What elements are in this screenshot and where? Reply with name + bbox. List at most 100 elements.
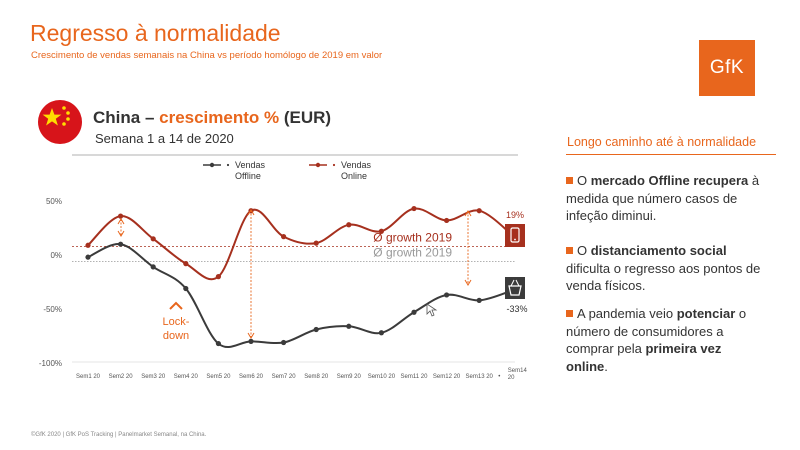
data-point [150, 264, 156, 270]
chart-title: China – crescimento % (EUR) [93, 108, 331, 128]
data-point [313, 326, 319, 333]
data-point [183, 285, 189, 292]
data-point [444, 217, 450, 224]
x-tick-label: Sem5 20 [206, 374, 231, 380]
side-panel-heading: Longo caminho até à normalidade [567, 135, 757, 149]
chart-series [85, 205, 515, 348]
arrow-head-icon [464, 210, 472, 217]
side-panel-divider [566, 154, 776, 155]
end-label-online: 19% [506, 210, 524, 220]
line-chart: Vendas Offline Vendas Online 50% 0% -50% -100%… [39, 154, 528, 381]
point-text: O [577, 173, 591, 188]
data-point [248, 338, 254, 344]
x-tick-label: Sem4 20 [174, 374, 199, 380]
data-point [313, 240, 319, 246]
data-point [346, 222, 352, 228]
data-point [281, 234, 287, 240]
slide-subtitle: Crescimento de vendas semanais na China … [31, 50, 383, 61]
x-tick-label: Sem8 20 [304, 374, 329, 380]
data-point [476, 208, 482, 214]
point-bold: distanciamento social [590, 243, 727, 258]
data-point [476, 297, 482, 303]
end-label-offline: -33% [506, 304, 527, 314]
data-point [85, 254, 91, 260]
x-tick-label: Sem9 20 [337, 374, 362, 380]
side-point-1: O mercado Offline recupera à medida que … [566, 172, 766, 225]
lockdown-label: Lock- [163, 316, 190, 328]
chart-annotations: Lock-down 19% -33% [117, 209, 528, 342]
chart-week-range: Semana 1 a 14 de 2020 [95, 131, 234, 146]
arrow-head-icon [247, 209, 255, 216]
legend-bullet [226, 163, 230, 167]
data-point [118, 241, 124, 247]
bullet-icon [566, 310, 573, 317]
point-bold: mercado Offline recupera [590, 173, 749, 188]
bullet-icon [566, 177, 573, 184]
series-line-online [87, 207, 513, 281]
x-tick-label: Sem3 20 [141, 374, 166, 380]
arrow-head-icon [464, 279, 472, 286]
data-point [215, 340, 221, 347]
arrow-head-icon [117, 230, 125, 237]
x-tick-label: Sem6 20 [239, 374, 264, 380]
data-point [183, 261, 189, 267]
data-point [281, 339, 287, 346]
legend-bullet [332, 163, 336, 167]
gfk-logo: GfK [699, 40, 755, 96]
y-axis: 50% 0% -50% -100% [39, 197, 62, 368]
data-point [215, 274, 221, 280]
x-tick-label: Sem1 20 [76, 374, 101, 380]
logo-text: GfK [709, 57, 745, 78]
data-point [411, 309, 417, 315]
y-tick-label: -100% [39, 359, 62, 368]
point-bold: primeira vez online [566, 341, 722, 374]
footer-source: ©GfK 2020 | GfK PoS Tracking | Panelmark… [31, 432, 207, 438]
data-point [444, 292, 450, 298]
x-tick-label: Sem11 20 [401, 374, 429, 380]
x-tick-label: Sem7 20 [272, 374, 297, 380]
reference-line-label: Ø growth 2019 [373, 230, 452, 244]
bullet-icon [566, 247, 573, 254]
y-tick-label: 0% [50, 251, 62, 260]
point-text: A pandemia veio [577, 306, 677, 321]
legend-label: Vendas Offline [235, 160, 266, 181]
side-point-3: A pandemia veio potenciar o número de co… [566, 305, 766, 375]
reference-line-label: Ø growth 2019 [373, 245, 452, 259]
point-text: dificulta o regresso aos pontos de venda… [566, 260, 761, 294]
up-arrow-icon [169, 301, 183, 310]
arrow-head-icon [117, 218, 125, 225]
lockdown-label: down [163, 330, 189, 342]
point-text: à medida que número casos de infeção dim… [566, 173, 760, 223]
point-bold: potenciar [676, 306, 736, 321]
y-tick-label: 50% [46, 197, 62, 206]
chart-legend: Vendas Offline Vendas Online [203, 160, 372, 181]
y-tick-label: -50% [43, 305, 62, 314]
china-flag-icon [38, 100, 82, 144]
x-tick-label: Sem12 20 [433, 374, 461, 380]
series-line-offline [87, 243, 513, 348]
mobile-phone-icon [505, 224, 525, 247]
chart-title-prefix: China – [93, 108, 160, 127]
data-point [150, 236, 156, 242]
point-text: o número de consumidores a comprar pela [566, 306, 747, 356]
arrow-head-icon [247, 332, 255, 339]
x-axis: Sem1 20 Sem2 20 Sem3 20 Sem4 20 Sem5 20 Sem6 … [72, 361, 528, 381]
point-text: O [577, 243, 591, 258]
side-point-2: O distanciamento social dificulta o regr… [566, 242, 766, 295]
legend-label: Vendas Online [341, 160, 372, 181]
x-tick-label: Sem13 20 [466, 374, 494, 380]
x-tick-label: Sem10 20 [368, 374, 396, 380]
data-point [378, 330, 384, 336]
data-point [411, 205, 417, 212]
data-point [346, 323, 352, 329]
point-text: . [604, 358, 608, 374]
x-tick-label: Sem14 20 [508, 368, 528, 381]
slide-title: Regresso à normalidade [30, 20, 281, 46]
legend-swatch-marker [315, 162, 321, 168]
data-point [85, 242, 91, 248]
x-tick-bullet: • [498, 374, 500, 380]
chart-title-accent: crescimento % [159, 108, 280, 127]
chart-title-suffix: (EUR) [279, 108, 332, 127]
mouse-cursor-icon [426, 303, 438, 317]
